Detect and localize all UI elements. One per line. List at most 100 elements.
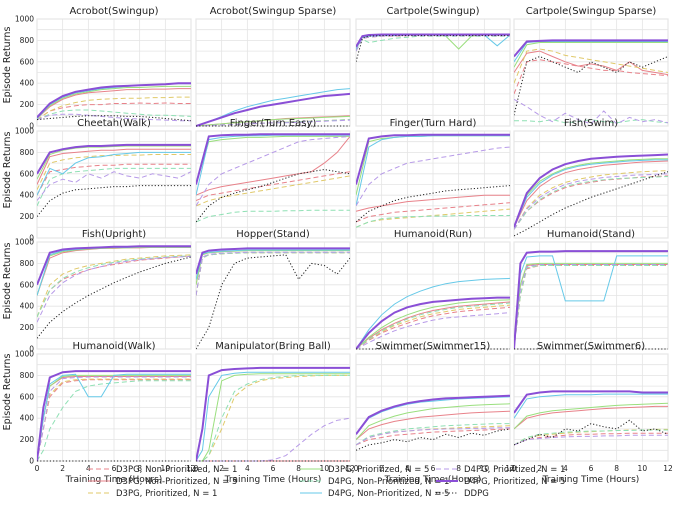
series-line — [514, 39, 668, 58]
series-line — [196, 374, 350, 462]
series-line — [37, 378, 191, 462]
y-tick-label: 600 — [20, 57, 35, 66]
x-tick-label: 6 — [589, 464, 594, 473]
y-tick-label: 800 — [20, 259, 35, 268]
series-line — [356, 296, 510, 350]
subplot: Humanoid(Run) — [355, 229, 511, 350]
subplot: 0 2 4 6 8 10 12 Training Time (Hours) Swimmer(Sw… — [354, 341, 515, 485]
x-axis-label: Training Time (Hours) — [384, 475, 482, 485]
series-group — [196, 88, 350, 127]
series-line — [37, 380, 191, 462]
legend: D3PG, Non-Prioritized, N = 1 D3PG, Non-Pr… — [88, 465, 565, 499]
y-tick-label: 800 — [20, 148, 35, 157]
series-line — [514, 405, 668, 430]
subplot: 0 200 400 600 800 1000 Acrobot(Swingup) — [15, 6, 192, 131]
x-tick-label: 10 — [638, 464, 648, 473]
legend-item: D3PG, Non-Prioritized, N = 1 — [88, 465, 237, 475]
series-line — [514, 393, 668, 419]
y-tick-label: 600 — [20, 169, 35, 178]
series-line — [196, 249, 350, 280]
series-group — [37, 143, 191, 217]
subplot-title: Humanoid(Walk) — [72, 341, 155, 352]
series-line — [514, 119, 668, 124]
y-tick-label: 800 — [20, 36, 35, 45]
y-tick-label: 400 — [20, 414, 35, 423]
x-tick-label: 4 — [563, 464, 568, 473]
series-group — [514, 39, 668, 125]
x-tick-label: 12 — [505, 464, 515, 473]
series-line — [356, 394, 510, 435]
series-group — [196, 133, 350, 223]
subplot: Acrobot(Swingup Sparse) — [195, 6, 351, 127]
x-axis-label: Training Time (Hours) — [65, 475, 163, 485]
series-line — [356, 312, 510, 350]
series-line — [514, 173, 668, 230]
series-group — [514, 250, 668, 350]
series-line — [356, 304, 510, 350]
subplot-title: Hopper(Stand) — [236, 229, 310, 240]
series-line — [37, 102, 191, 121]
series-line — [37, 376, 191, 462]
series-line — [196, 119, 350, 127]
subplot: Finger(Turn Easy) — [195, 118, 351, 239]
series-line — [514, 42, 668, 68]
x-tick-label: 0 — [35, 464, 40, 473]
series-line — [514, 402, 668, 430]
series-line — [37, 185, 191, 217]
y-axis-label: Episode Returns — [2, 354, 13, 431]
subplot-title: Humanoid(Run) — [394, 229, 472, 240]
series-line — [37, 171, 191, 201]
subplot: Cartpole(Swingup Sparse) — [513, 6, 669, 127]
series-line — [356, 423, 510, 446]
y-tick-label: 1000 — [15, 238, 34, 247]
legend-label: D4PG, Non-Prioritized, N = 5 — [328, 489, 449, 499]
x-axis-label: Training Time (Hours) — [224, 475, 322, 485]
subplot: 0 2 4 6 8 10 12 Training Time (Hours) Swimmer(Sw… — [512, 341, 673, 485]
x-tick-label: 0 — [194, 464, 199, 473]
series-line — [356, 299, 510, 350]
legend-item: D4PG, Prioritized, N = 1 — [436, 465, 565, 475]
series-line — [356, 306, 510, 350]
series-line — [514, 390, 668, 414]
legend-item: D4PG, Prioritized, N = 5 — [436, 477, 565, 487]
subplot: 0 200 400 600 800 1000 Fish(Upright) — [15, 229, 192, 354]
series-line — [196, 247, 350, 275]
legend-label: D4PG, Prioritized, N = 1 — [464, 465, 565, 475]
series-group — [196, 247, 350, 350]
y-tick-label: 0 — [29, 457, 34, 466]
y-tick-label: 400 — [20, 191, 35, 200]
subplot: Humanoid(Stand) — [513, 229, 669, 350]
series-line — [37, 85, 191, 119]
subplot-title: Acrobot(Swingup Sparse) — [210, 6, 337, 17]
series-line — [356, 135, 510, 207]
y-axis-label: Episode Returns — [2, 27, 13, 104]
series-line — [356, 410, 510, 440]
series-line — [37, 96, 191, 121]
y-tick-label: 200 — [20, 323, 35, 332]
series-line — [196, 417, 350, 462]
series-line — [37, 374, 191, 462]
series-line — [514, 59, 668, 95]
series-group — [514, 390, 668, 446]
y-tick-label: 200 — [20, 435, 35, 444]
series-line — [356, 215, 510, 228]
legend-label: D4PG, Prioritized, N = 5 — [464, 477, 565, 487]
series-group — [37, 82, 191, 122]
subplot-title: Finger(Turn Hard) — [390, 118, 477, 129]
series-line — [356, 403, 510, 440]
series-line — [37, 115, 191, 122]
series-group — [37, 245, 191, 339]
series-line — [37, 154, 191, 191]
series-line — [196, 254, 350, 350]
legend-item: DDPG — [436, 489, 489, 499]
x-tick-label: 2 — [379, 464, 384, 473]
series-group — [514, 153, 668, 237]
legend-label: D3PG, Non-Prioritized, N = 1 — [116, 465, 237, 475]
subplot: 0 2 4 6 8 10 12 Training Time (Hours) Manipulato… — [194, 341, 355, 485]
series-line — [37, 82, 191, 119]
y-tick-label: 0 — [29, 234, 34, 243]
subplot-title: Fish(Upright) — [82, 229, 146, 240]
subplot-title: Humanoid(Stand) — [547, 229, 635, 240]
series-group — [356, 394, 510, 451]
